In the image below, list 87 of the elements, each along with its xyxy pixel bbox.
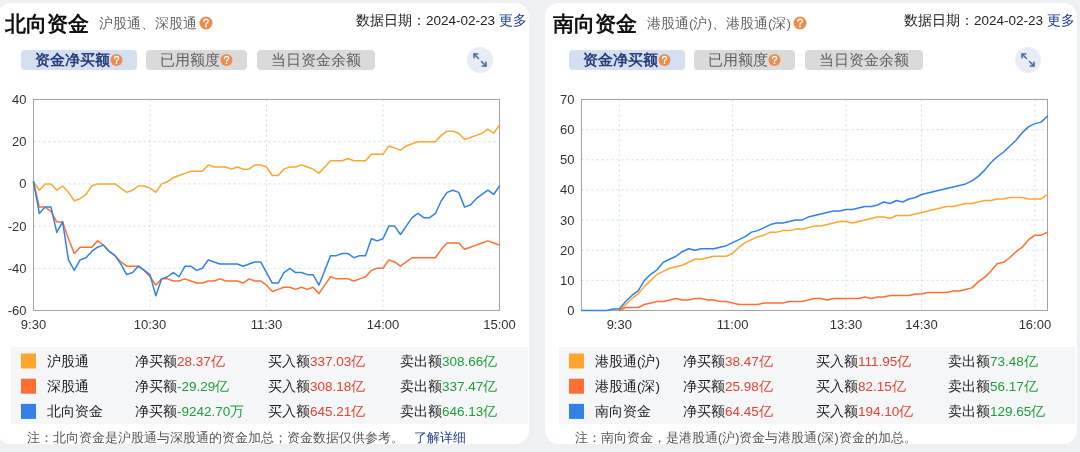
text: 111.95亿 <box>858 354 912 369</box>
text: 注：南向资金，是港股通(沪)资金与港股通(深)资金的加总。 <box>575 430 917 445</box>
text: 买入额 <box>268 404 310 420</box>
text: 注：北向资金是沪股通与深股通的资金加总；资金数据仅供参考。 <box>27 430 404 445</box>
text: 337.47亿 <box>442 379 498 395</box>
chart-subtitle: 沪股通、深股通 <box>99 16 197 31</box>
text: 56.17亿 <box>990 379 1038 395</box>
y-tick-label: 60 <box>560 122 575 138</box>
chart-title: 北向资金 <box>4 12 89 35</box>
text: 买入额 <box>816 354 858 369</box>
legend-label: 港股通(深) <box>595 379 660 395</box>
y-tick-label: 50 <box>560 152 575 168</box>
text: 资金净买额 <box>583 51 659 68</box>
x-tick-label: 11:30 <box>250 317 283 332</box>
text: 已用额度 <box>708 52 768 68</box>
x-tick-label: 13:30 <box>829 317 863 332</box>
text: 净买额 <box>135 354 177 369</box>
y-tick-label: -40 <box>7 260 27 276</box>
text: 卖出额 <box>400 379 442 395</box>
text: 净买额 <box>683 379 725 395</box>
y-tick-label: 70 <box>560 92 575 107</box>
x-tick-label: 10:30 <box>133 317 167 332</box>
text: 82.15亿 <box>858 379 906 395</box>
text: 25.98亿 <box>725 379 773 395</box>
x-tick-label: 11:00 <box>716 317 749 332</box>
link: 更多 <box>499 13 527 28</box>
chart-title: 南向资金 <box>552 12 637 35</box>
text: 卖出额 <box>948 354 990 369</box>
line-series <box>580 115 1049 312</box>
text: 645.21亿 <box>310 404 366 420</box>
text: 646.13亿 <box>442 404 498 420</box>
x-tick-label: 14:30 <box>905 317 938 332</box>
y-tick-label: 10 <box>560 272 575 288</box>
y-tick-label: 30 <box>560 212 575 228</box>
chart-subtitle: 港股通(沪)、港股通(深) <box>647 16 791 31</box>
x-tick-label: 9:30 <box>20 317 47 332</box>
link: 了解详细 <box>414 431 466 445</box>
line-series <box>32 124 501 202</box>
legend-label: 北向资金 <box>47 404 103 420</box>
text: 64.45亿 <box>725 404 773 420</box>
text: 数据日期：2024-02-23 <box>903 13 1043 28</box>
x-tick-label: 16:00 <box>1018 317 1052 332</box>
text: 净买额 <box>135 404 177 420</box>
y-tick-label: -60 <box>7 303 27 318</box>
text: 卖出额 <box>400 404 442 420</box>
text: 308.18亿 <box>310 379 366 395</box>
text: 买入额 <box>816 404 858 420</box>
text: 308.66亿 <box>442 354 498 369</box>
link: 更多 <box>1047 13 1075 28</box>
x-tick-label: 9:30 <box>606 317 632 332</box>
text: 38.47亿 <box>725 354 773 369</box>
text: -9242.70万 <box>177 404 245 420</box>
line-series <box>618 193 1049 312</box>
y-tick-label: 40 <box>12 92 27 107</box>
text: 337.03亿 <box>310 354 366 369</box>
legend-label: 沪股通 <box>47 354 89 369</box>
text: 买入额 <box>268 379 310 395</box>
text: 卖出额 <box>948 404 990 420</box>
text: 净买额 <box>683 404 725 420</box>
text: 净买额 <box>135 379 177 395</box>
y-tick-label: 20 <box>560 242 575 258</box>
text: 卖出额 <box>948 379 990 395</box>
x-tick-label: 14:00 <box>366 317 400 332</box>
text: 已用额度 <box>160 52 220 68</box>
legend-label: 深股通 <box>47 379 89 395</box>
text: 买入额 <box>816 379 858 395</box>
y-tick-label: 20 <box>12 134 27 150</box>
text: 28.37亿 <box>177 354 225 369</box>
x-tick-label: 15:00 <box>483 317 516 332</box>
y-tick-label: -20 <box>7 218 27 234</box>
text: 129.65亿 <box>990 404 1046 420</box>
text: 当日资金余额 <box>819 52 909 68</box>
text: 194.10亿 <box>858 404 914 420</box>
legend-label: 南向资金 <box>595 404 651 420</box>
y-tick-label: 40 <box>560 182 575 198</box>
text: 卖出额 <box>400 354 442 369</box>
text: 当日资金余额 <box>271 52 361 68</box>
text: 净买额 <box>683 354 725 369</box>
line-series <box>618 231 1049 312</box>
text: -29.29亿 <box>177 379 230 395</box>
text: 数据日期：2024-02-23 <box>355 13 495 28</box>
y-tick-label: 0 <box>567 303 575 318</box>
legend-label: 港股通(沪) <box>595 354 660 369</box>
y-tick-label: 0 <box>19 176 27 192</box>
text: 买入额 <box>268 354 310 369</box>
text: 资金净买额 <box>35 51 111 68</box>
text: 73.48亿 <box>990 354 1038 369</box>
